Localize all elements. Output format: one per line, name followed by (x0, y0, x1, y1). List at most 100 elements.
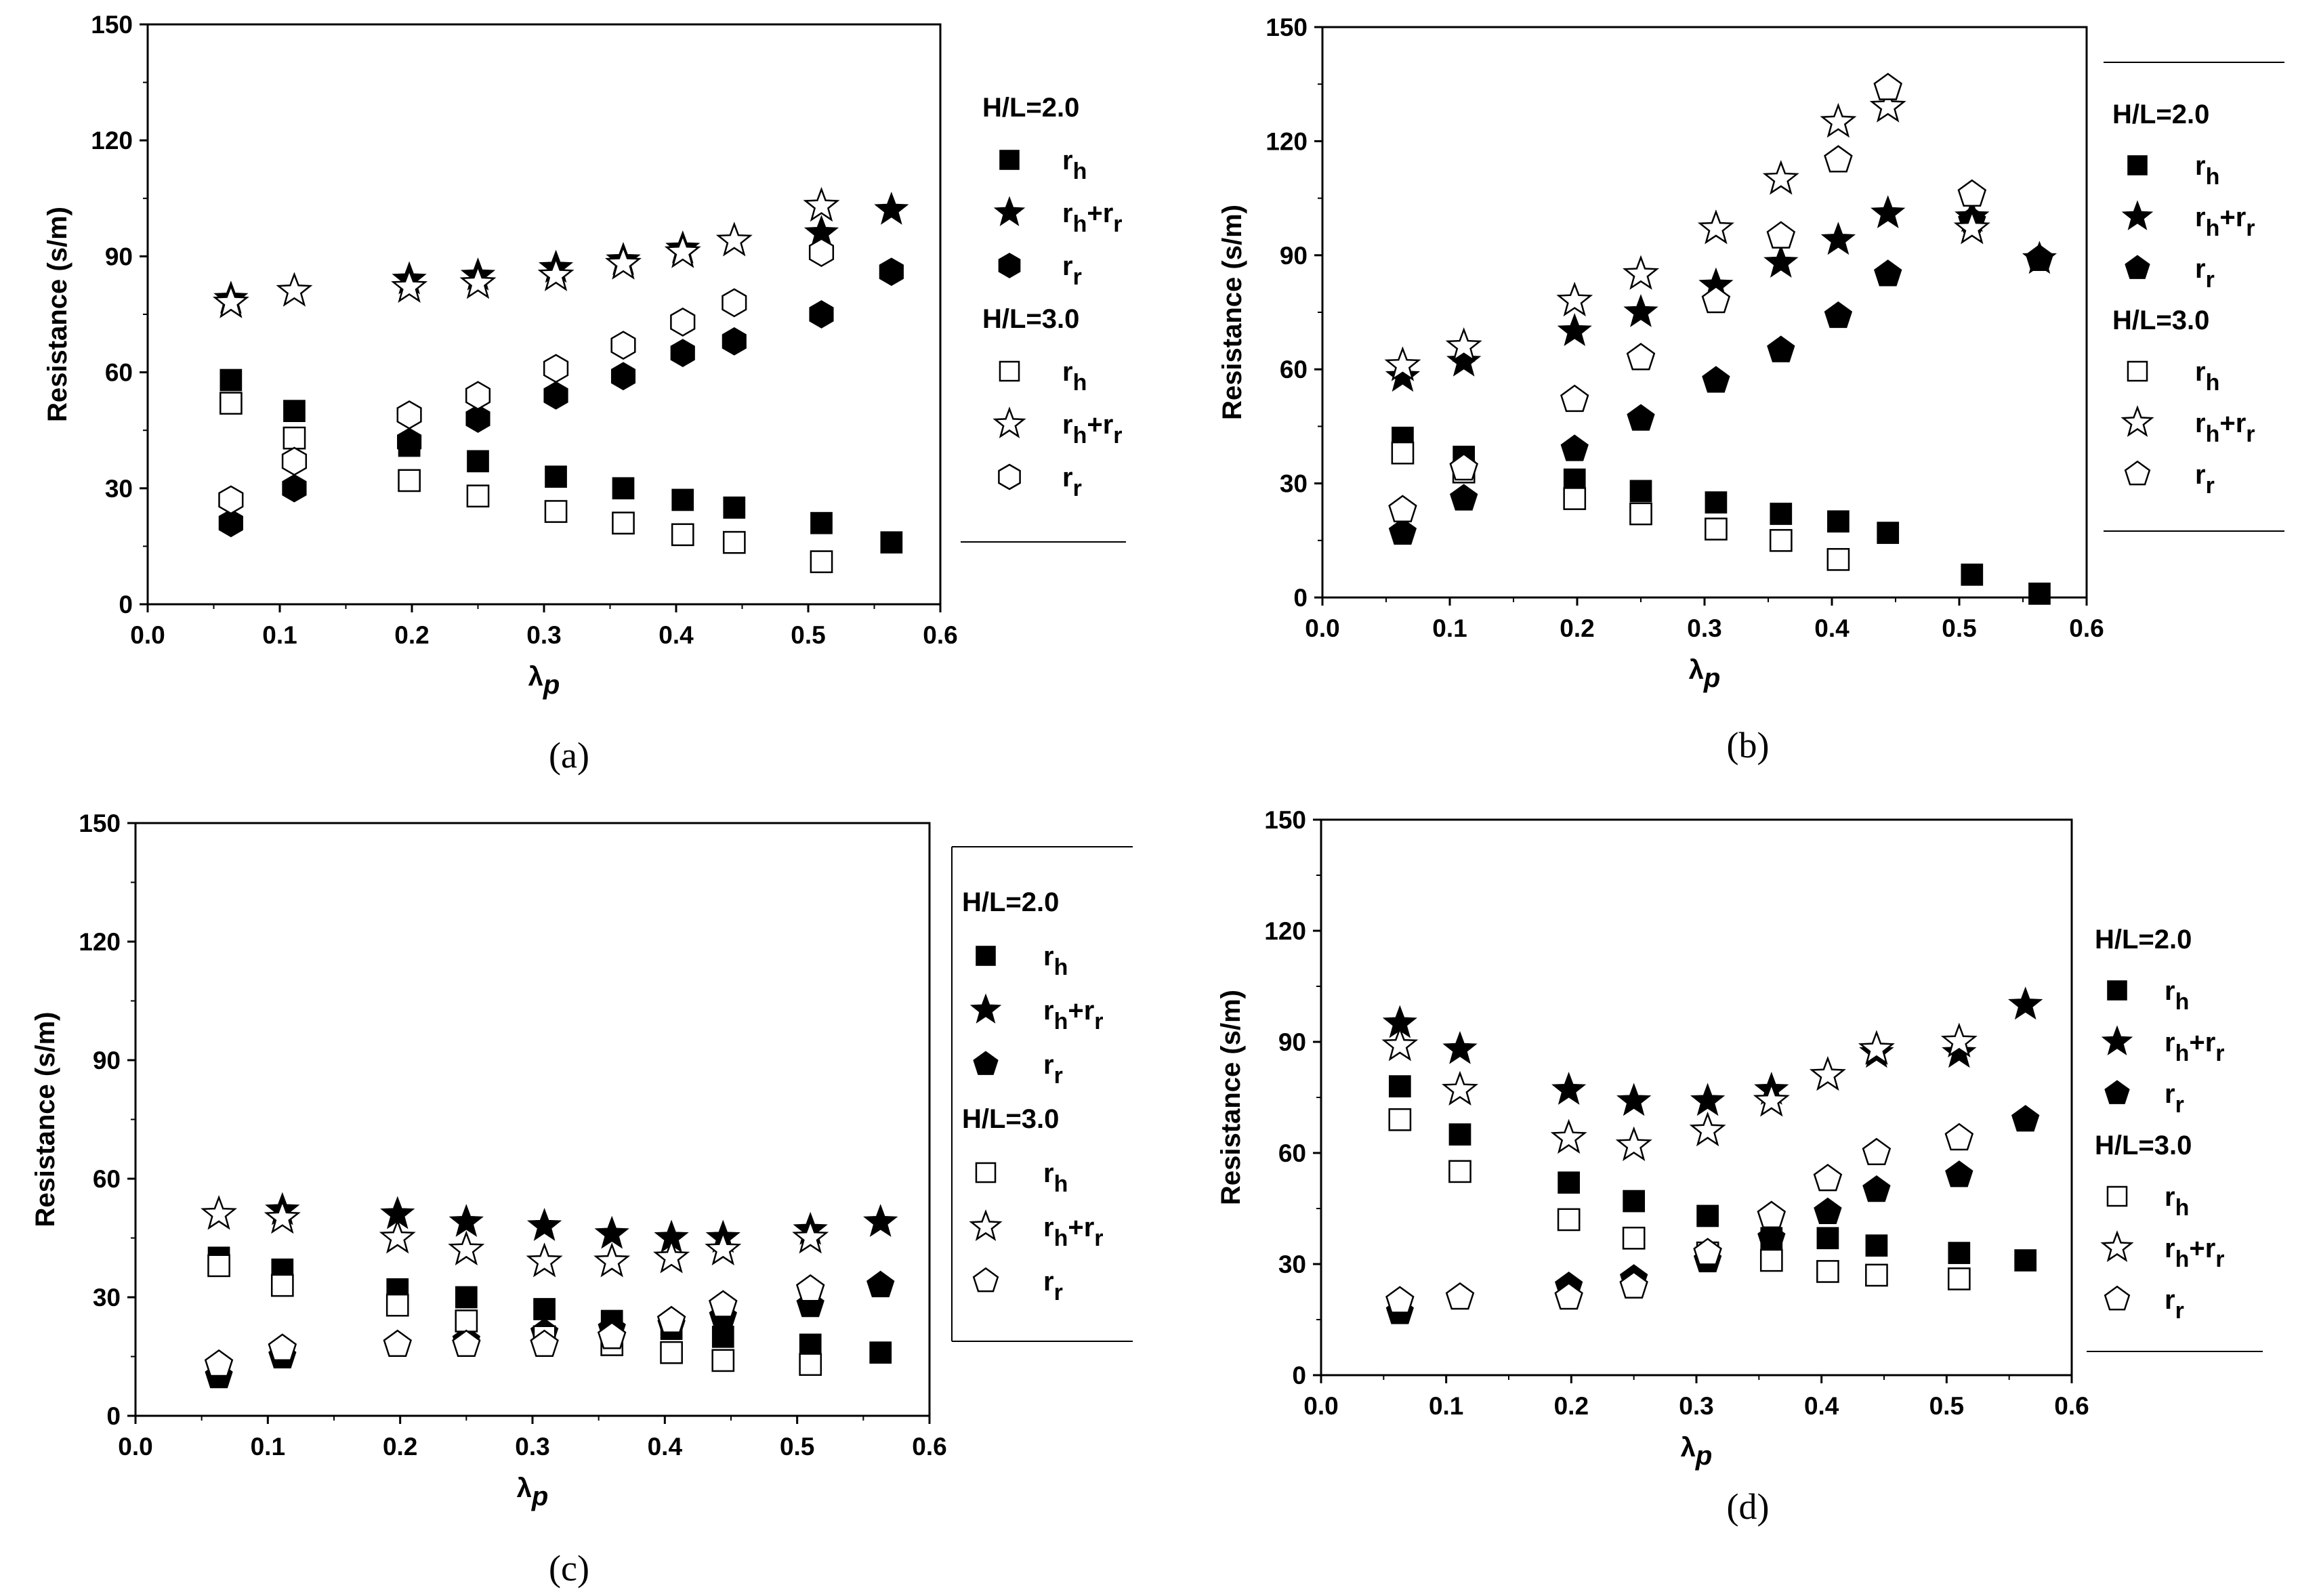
x-tick-label: 0.1 (1432, 614, 1467, 642)
y-tick-label: 120 (1264, 917, 1306, 945)
series-h-l-2-0-rr (218, 257, 904, 538)
y-tick-label: 30 (1280, 470, 1308, 498)
data-point (459, 264, 497, 299)
data-point (448, 1204, 484, 1237)
data-point (1940, 1022, 1978, 1057)
legend-label: rh+rr (1043, 996, 1104, 1034)
data-point (1450, 484, 1478, 511)
y-axis-label: Resistance (s/m) (1217, 205, 1247, 420)
data-point (799, 1353, 822, 1377)
data-point (1629, 502, 1652, 526)
data-point (810, 511, 833, 534)
x-tick-label: 0.2 (1560, 614, 1594, 642)
series-h-l-3-0-rh-rr (212, 186, 840, 318)
data-point (1623, 294, 1658, 327)
data-point (1627, 404, 1655, 431)
series-h-l-3-0-rh (1388, 1108, 1971, 1290)
data-point (1689, 1111, 1726, 1147)
data-point (1388, 518, 1417, 545)
data-point (220, 392, 243, 415)
data-point (1705, 518, 1728, 541)
series-h-l-3-0-rr (218, 238, 835, 515)
chart-panel-1: 0.0 0.1 0.2 0.3 0.4 0.5 0.6 0 30 60 90 120 150 λp Resi… (43, 11, 1126, 776)
series-h-l-3-0-rh-rr (201, 1195, 829, 1278)
legend-label: rr (2165, 1285, 2184, 1324)
y-tick-label: 120 (91, 127, 133, 154)
data-point (448, 1230, 485, 1265)
data-point (723, 496, 746, 519)
data-point (1388, 1075, 1411, 1097)
y-tick-label: 150 (1266, 14, 1308, 41)
data-point (1388, 495, 1417, 522)
data-point (1563, 468, 1586, 491)
data-point (383, 1329, 412, 1358)
data-point (385, 1293, 409, 1317)
legend-group-title: H/L=3.0 (2112, 306, 2209, 335)
data-point (799, 1333, 822, 1356)
data-point (1871, 195, 1906, 228)
data-point (1814, 1197, 1842, 1225)
legend-label: rh+rr (1062, 410, 1123, 448)
x-tick-label: 0.0 (118, 1433, 152, 1461)
legend-label: rh+rr (2165, 1028, 2225, 1066)
data-point (1619, 1271, 1648, 1299)
data-point (610, 331, 636, 360)
panel-label: (c) (549, 1548, 589, 1589)
data-point (808, 238, 835, 268)
data-point (204, 1349, 234, 1377)
y-tick-label: 0 (119, 591, 133, 618)
data-point (671, 488, 694, 511)
data-point (670, 307, 696, 337)
legend-group-title: H/L=2.0 (982, 93, 1079, 123)
data-point (1824, 145, 1853, 173)
panel-label: (a) (549, 735, 589, 776)
data-point (2028, 583, 2051, 605)
x-tick-label: 0.0 (1305, 614, 1339, 642)
data-point (1770, 503, 1793, 525)
chart-panel-3: 0.0 0.1 0.2 0.3 0.4 0.5 0.6 0 30 60 90 120 150 λp Resi… (30, 810, 1133, 1589)
data-point (1957, 179, 1987, 207)
x-tick-label: 0.3 (526, 621, 561, 649)
x-tick-label: 0.2 (394, 621, 429, 649)
data-point (2014, 1249, 2037, 1272)
x-tick-label: 0.5 (791, 621, 825, 649)
data-point (1874, 259, 1902, 287)
legend-marker (999, 360, 1020, 382)
data-point (597, 1321, 627, 1349)
legend-label: rr (1043, 1050, 1063, 1089)
legend-label: rh (1062, 146, 1087, 184)
data-point (526, 1242, 563, 1278)
legend-label: rr (1062, 463, 1082, 501)
data-point (1557, 313, 1592, 346)
data-point (722, 288, 747, 318)
data-point (283, 426, 306, 450)
x-tick-label: 0.1 (262, 621, 297, 649)
chart-panel-4: 0.0 0.1 0.2 0.3 0.4 0.5 0.6 0 30 60 90 120 150 λp Resi… (1216, 806, 2263, 1527)
x-tick-label: 0.4 (648, 1433, 683, 1461)
legend: H/L=2.0 rh rh+rr rr H/L=3.0 rh rh+rr rr (961, 93, 1126, 543)
data-point (795, 1274, 825, 1302)
data-point (711, 1325, 734, 1348)
legend-label: rh (2195, 151, 2219, 190)
data-point (212, 283, 249, 318)
x-tick-label: 0.6 (2069, 614, 2104, 642)
data-point (1763, 245, 1799, 278)
data-point (1626, 343, 1656, 371)
series-h-l-2-0-rh-rr (213, 191, 909, 314)
data-point (1556, 281, 1593, 317)
y-tick-label: 30 (93, 1284, 121, 1311)
data-point (1759, 1248, 1783, 1272)
data-point (1816, 1227, 1839, 1250)
data-point (1693, 1238, 1722, 1265)
data-point (705, 1230, 742, 1265)
data-point (1441, 1070, 1479, 1106)
x-tick-label: 0.3 (1687, 614, 1721, 642)
data-point (1391, 441, 1415, 465)
legend-marker (975, 1162, 997, 1183)
data-point (526, 1208, 562, 1241)
data-point (1448, 1160, 1471, 1183)
data-point (467, 450, 489, 473)
data-point (1381, 1026, 1419, 1062)
data-point (1384, 346, 1421, 381)
